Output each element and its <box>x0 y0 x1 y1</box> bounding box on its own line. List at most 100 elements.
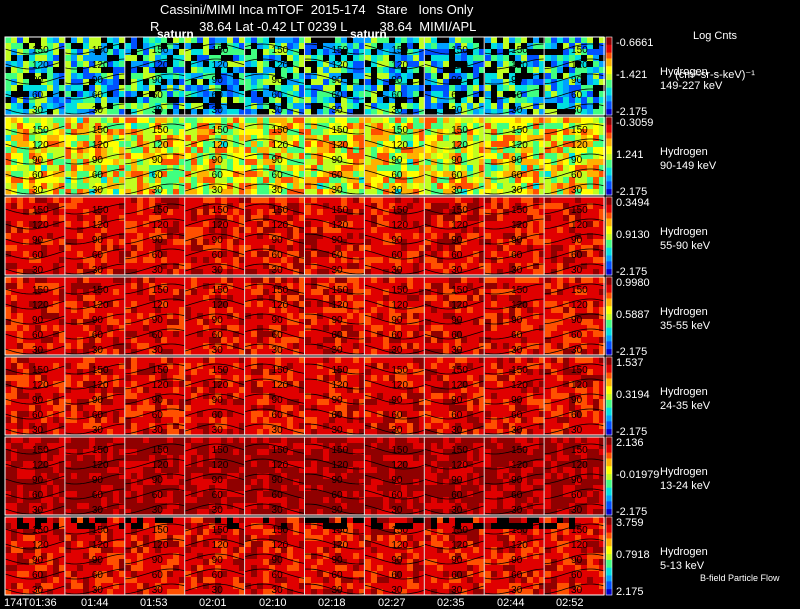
heatmap-cell <box>377 269 383 275</box>
heatmap-cell <box>461 97 467 103</box>
heatmap-cell <box>149 295 155 301</box>
heatmap-cell <box>383 277 389 283</box>
heatmap-cell <box>233 49 239 55</box>
heatmap-cell <box>317 141 323 147</box>
heatmap-cell <box>419 221 425 227</box>
heatmap-cell <box>257 215 263 221</box>
heatmap-cell <box>143 55 149 61</box>
heatmap-cell <box>341 67 347 73</box>
heatmap-cell <box>485 147 491 153</box>
heatmap-cell <box>581 37 587 43</box>
heatmap-cell <box>209 295 215 301</box>
heatmap-cell <box>449 91 455 97</box>
heatmap-cell <box>287 147 293 153</box>
heatmap-cell <box>545 295 551 301</box>
heatmap-cell <box>533 189 539 195</box>
heatmap-cell <box>11 165 17 171</box>
heatmap-cell <box>455 307 461 313</box>
heatmap-cell <box>221 171 227 177</box>
heatmap-cell <box>275 177 281 183</box>
colorbar-segment <box>606 206 612 210</box>
heatmap-cell <box>167 147 173 153</box>
heatmap-cell <box>323 97 329 103</box>
heatmap-cell <box>53 55 59 61</box>
heatmap-cell <box>167 103 173 109</box>
contour-label: 30 <box>331 185 343 196</box>
heatmap-cell <box>593 183 599 189</box>
heatmap-cell <box>269 227 275 233</box>
heatmap-cell <box>143 277 149 283</box>
heatmap-cell <box>275 295 281 301</box>
heatmap-cell <box>215 307 221 313</box>
heatmap-cell <box>287 159 293 165</box>
heatmap-cell <box>47 43 53 49</box>
heatmap-cell <box>305 239 311 245</box>
heatmap-cell <box>167 177 173 183</box>
heatmap-cell <box>119 67 125 73</box>
heatmap-cell <box>59 37 65 43</box>
heatmap-cell <box>35 141 41 147</box>
heatmap-cell <box>401 215 407 221</box>
heatmap-cell <box>185 263 191 269</box>
contour-label: 30 <box>571 265 583 276</box>
heatmap-cell <box>185 79 191 85</box>
heatmap-cell <box>311 85 317 91</box>
heatmap-cell <box>323 295 329 301</box>
heatmap-cell <box>281 269 287 275</box>
heatmap-cell <box>581 307 587 313</box>
colorbar-segment <box>606 271 612 274</box>
heatmap-cell <box>203 197 209 203</box>
heatmap-cell <box>509 203 515 209</box>
heatmap-cell <box>5 49 11 55</box>
heatmap-cell <box>395 165 401 171</box>
heatmap-cell <box>485 183 491 189</box>
heatmap-cell <box>275 141 281 147</box>
heatmap-cell <box>485 49 491 55</box>
heatmap-cell <box>455 109 461 115</box>
heatmap-cell <box>23 61 29 67</box>
heatmap-cell <box>581 55 587 61</box>
heatmap-cell <box>263 197 269 203</box>
heatmap-cell <box>287 269 293 275</box>
heatmap-cell <box>137 103 143 109</box>
heatmap-cell <box>47 289 53 295</box>
heatmap-cell <box>83 183 89 189</box>
heatmap-cell <box>263 165 269 171</box>
heatmap-cell <box>149 203 155 209</box>
contour-line <box>244 218 305 229</box>
heatmap-cell <box>497 49 503 55</box>
heatmap-cell <box>149 55 155 61</box>
heatmap-cell <box>11 301 17 307</box>
heatmap-cell <box>53 109 59 115</box>
heatmap-cell <box>107 197 113 203</box>
heatmap-cell <box>407 233 413 239</box>
heatmap-cell <box>413 183 419 189</box>
heatmap-cell <box>35 209 41 215</box>
heatmap-cell <box>521 159 527 165</box>
colorbar-segment <box>606 150 612 153</box>
heatmap-cell <box>419 141 425 147</box>
heatmap-cell <box>413 37 419 43</box>
heatmap-cell <box>173 277 179 283</box>
colorbar-segment <box>606 157 612 161</box>
heatmap-cell <box>107 165 113 171</box>
heatmap-cell <box>377 221 383 227</box>
colorbar-segment <box>606 208 612 212</box>
heatmap-cell <box>587 141 593 147</box>
heatmap-cell <box>353 123 359 129</box>
heatmap-cell <box>161 283 167 289</box>
heatmap-cell <box>185 85 191 91</box>
heatmap-cell <box>119 295 125 301</box>
heatmap-cell <box>173 79 179 85</box>
heatmap-cell <box>245 301 251 307</box>
heatmap-cell <box>53 43 59 49</box>
heatmap-cell <box>563 257 569 263</box>
heatmap-cell <box>557 129 563 135</box>
heatmap-cell <box>317 37 323 43</box>
heatmap-cell <box>365 189 371 195</box>
heatmap-cell <box>107 227 113 233</box>
heatmap-cell <box>407 269 413 275</box>
heatmap-cell <box>575 55 581 61</box>
heatmap-cell <box>485 79 491 85</box>
heatmap-cell <box>257 209 263 215</box>
